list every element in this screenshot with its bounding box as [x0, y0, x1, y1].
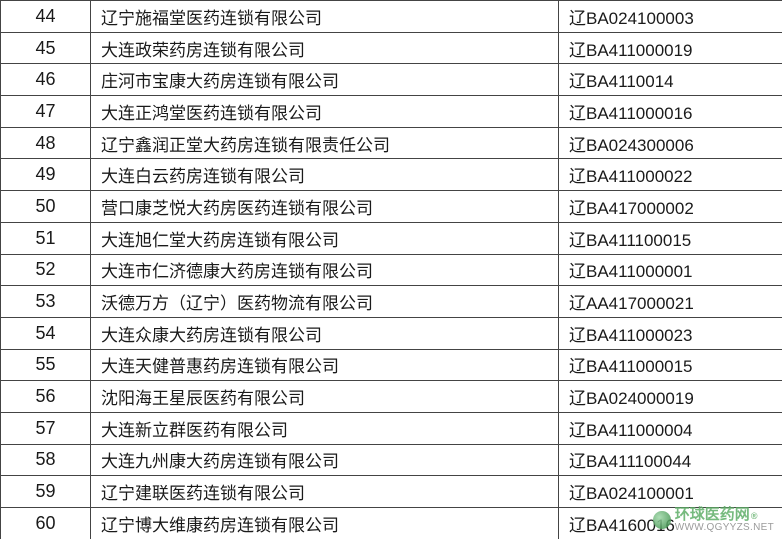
table-row: 45 大连政荣药房连锁有限公司 辽BA411000019 [1, 32, 782, 64]
license-code-cell: 辽BA024300006 [559, 127, 782, 159]
license-code-cell: 辽BA411000016 [559, 96, 782, 128]
license-code-cell: 辽BA4110014 [559, 64, 782, 96]
license-code-cell: 辽BA024100001 [559, 476, 782, 508]
row-number-cell: 57 [1, 412, 91, 444]
table-row: 50 营口康芝悦大药房医药连锁有限公司 辽BA417000002 [1, 191, 782, 223]
row-number-cell: 45 [1, 32, 91, 64]
row-number-cell: 48 [1, 127, 91, 159]
table-row: 54 大连众康大药房连锁有限公司 辽BA411000023 [1, 317, 782, 349]
row-number-cell: 44 [1, 1, 91, 33]
row-number-cell: 56 [1, 381, 91, 413]
license-code-cell: 辽BA417000002 [559, 191, 782, 223]
table-row: 57 大连新立群医药有限公司 辽BA411000004 [1, 412, 782, 444]
table-row: 47 大连正鸿堂医药连锁有限公司 辽BA411000016 [1, 96, 782, 128]
row-number-cell: 54 [1, 317, 91, 349]
license-code-cell: 辽BA411000023 [559, 317, 782, 349]
license-code-cell: 辽BA4160016 [559, 508, 782, 539]
table-row: 46 庄河市宝康大药房连锁有限公司 辽BA4110014 [1, 64, 782, 96]
company-name-cell: 大连白云药房连锁有限公司 [91, 159, 559, 191]
row-number-cell: 46 [1, 64, 91, 96]
row-number-cell: 51 [1, 222, 91, 254]
company-name-cell: 大连旭仁堂大药房连锁有限公司 [91, 222, 559, 254]
company-name-cell: 大连市仁济德康大药房连锁有限公司 [91, 254, 559, 286]
company-name-cell: 庄河市宝康大药房连锁有限公司 [91, 64, 559, 96]
company-license-table: 44 辽宁施福堂医药连锁有限公司 辽BA024100003 45 大连政荣药房连锁有限公… [0, 0, 782, 539]
table-row: 48 辽宁鑫润正堂大药房连锁有限责任公司 辽BA024300006 [1, 127, 782, 159]
license-code-cell: 辽BA411100044 [559, 444, 782, 476]
company-name-cell: 沈阳海王星辰医药有限公司 [91, 381, 559, 413]
row-number-cell: 55 [1, 349, 91, 381]
table-row: 58 大连九州康大药房连锁有限公司 辽BA411100044 [1, 444, 782, 476]
company-name-cell: 沃德万方（辽宁）医药物流有限公司 [91, 286, 559, 318]
row-number-cell: 50 [1, 191, 91, 223]
row-number-cell: 52 [1, 254, 91, 286]
license-code-cell: 辽BA411000015 [559, 349, 782, 381]
company-name-cell: 大连新立群医药有限公司 [91, 412, 559, 444]
license-code-cell: 辽AA417000021 [559, 286, 782, 318]
data-table-container: 44 辽宁施福堂医药连锁有限公司 辽BA024100003 45 大连政荣药房连锁有限公… [0, 0, 782, 539]
table-row: 51 大连旭仁堂大药房连锁有限公司 辽BA411100015 [1, 222, 782, 254]
company-name-cell: 辽宁博大维康药房连锁有限公司 [91, 508, 559, 539]
company-name-cell: 大连天健普惠药房连锁有限公司 [91, 349, 559, 381]
table-row: 55 大连天健普惠药房连锁有限公司 辽BA411000015 [1, 349, 782, 381]
row-number-cell: 60 [1, 508, 91, 539]
table-row: 59 辽宁建联医药连锁有限公司 辽BA024100001 [1, 476, 782, 508]
row-number-cell: 58 [1, 444, 91, 476]
license-code-cell: 辽BA024100003 [559, 1, 782, 33]
table-row: 53 沃德万方（辽宁）医药物流有限公司 辽AA417000021 [1, 286, 782, 318]
table-row: 56 沈阳海王星辰医药有限公司 辽BA024000019 [1, 381, 782, 413]
company-name-cell: 营口康芝悦大药房医药连锁有限公司 [91, 191, 559, 223]
row-number-cell: 49 [1, 159, 91, 191]
license-code-cell: 辽BA024000019 [559, 381, 782, 413]
table-row: 49 大连白云药房连锁有限公司 辽BA411000022 [1, 159, 782, 191]
table-row: 52 大连市仁济德康大药房连锁有限公司 辽BA411000001 [1, 254, 782, 286]
row-number-cell: 59 [1, 476, 91, 508]
license-code-cell: 辽BA411000001 [559, 254, 782, 286]
company-name-cell: 大连正鸿堂医药连锁有限公司 [91, 96, 559, 128]
company-name-cell: 大连政荣药房连锁有限公司 [91, 32, 559, 64]
row-number-cell: 53 [1, 286, 91, 318]
license-code-cell: 辽BA411000004 [559, 412, 782, 444]
row-number-cell: 47 [1, 96, 91, 128]
company-name-cell: 辽宁建联医药连锁有限公司 [91, 476, 559, 508]
table-row: 44 辽宁施福堂医药连锁有限公司 辽BA024100003 [1, 1, 782, 33]
company-name-cell: 辽宁鑫润正堂大药房连锁有限责任公司 [91, 127, 559, 159]
company-name-cell: 辽宁施福堂医药连锁有限公司 [91, 1, 559, 33]
license-code-cell: 辽BA411000019 [559, 32, 782, 64]
company-name-cell: 大连九州康大药房连锁有限公司 [91, 444, 559, 476]
company-name-cell: 大连众康大药房连锁有限公司 [91, 317, 559, 349]
license-code-cell: 辽BA411100015 [559, 222, 782, 254]
license-code-cell: 辽BA411000022 [559, 159, 782, 191]
table-row: 60 辽宁博大维康药房连锁有限公司 辽BA4160016 [1, 508, 782, 539]
